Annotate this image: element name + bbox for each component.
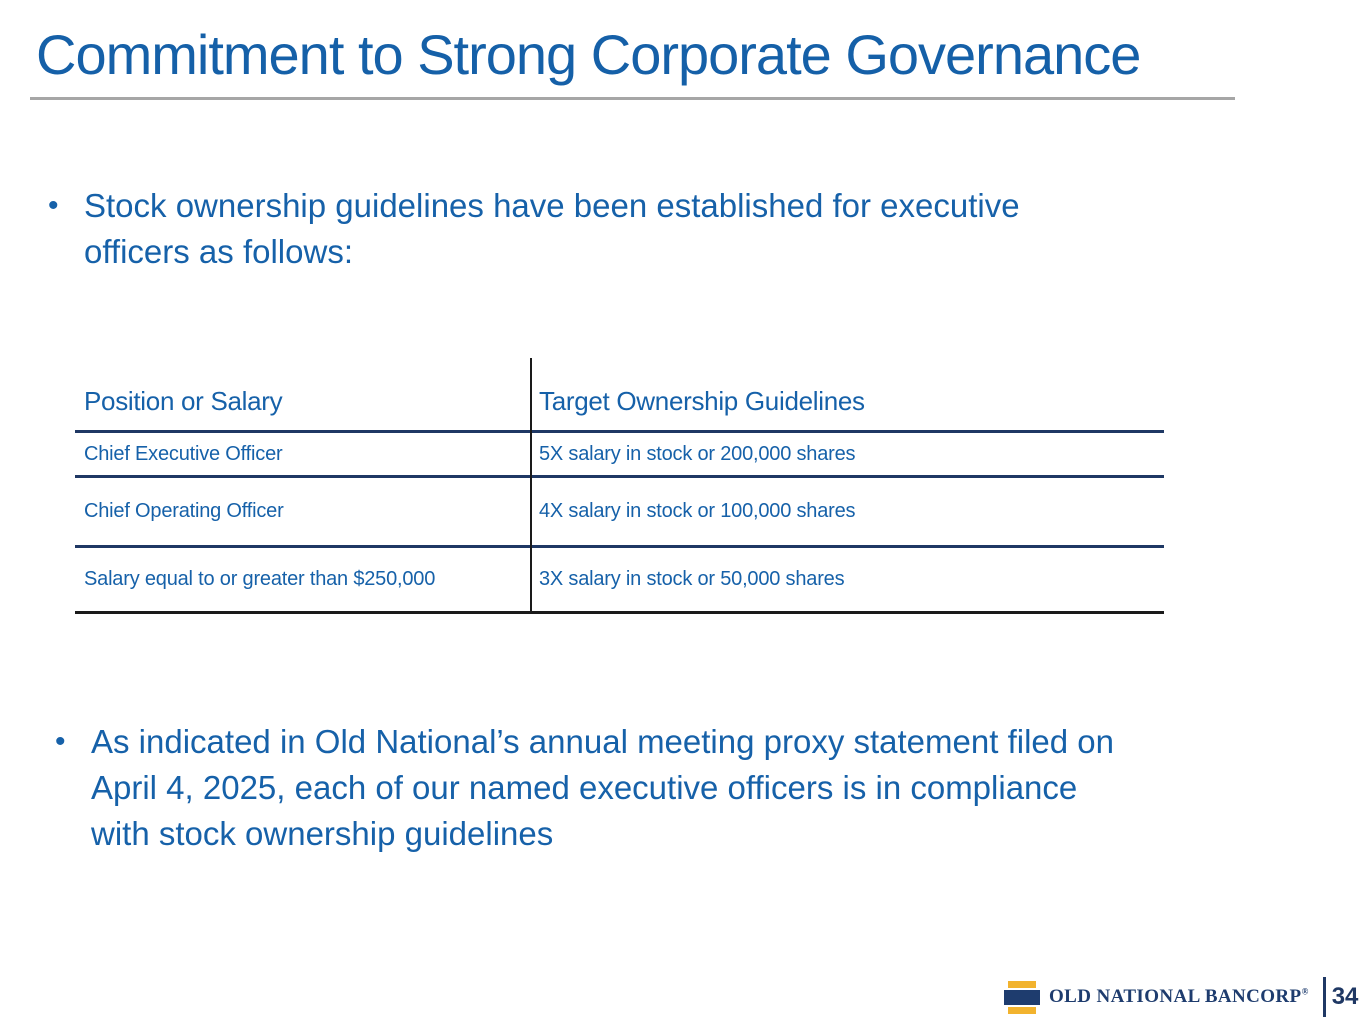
bullet-line: Stock ownership guidelines have been est… [84,187,1020,224]
table-row: Salary equal to or greater than $250,000… [75,548,1164,614]
bullet-line: with stock ownership guidelines [91,815,554,852]
bullet-line: As indicated in Old National’s annual me… [91,723,1114,760]
cell-guideline: 3X salary in stock or 50,000 shares [539,568,845,590]
cell-position: Chief Operating Officer [84,500,284,522]
bullet-line: April 4, 2025, each of our named executi… [91,769,1078,806]
cell-guideline: 5X salary in stock or 200,000 shares [539,442,856,465]
cell-position: Salary equal to or greater than $250,000 [84,568,436,590]
table-row: Chief Operating Officer 4X salary in sto… [75,478,1164,548]
table-row: Chief Executive Officer 5X salary in sto… [75,433,1164,478]
bullet-line: officers as follows: [84,233,353,270]
logo-navy-square [1004,989,1040,1005]
cell-guideline: 4X salary in stock or 100,000 shares [539,500,856,522]
page-number-separator [1322,977,1326,1017]
bullet-icon: • [55,725,66,758]
column-header-position: Position or Salary [84,385,283,416]
table-header-row: Position or Salary Target Ownership Guid… [75,358,1164,433]
logo-wordmark-text: OLD NATIONAL BANCORP [1049,986,1302,1007]
ownership-guidelines-table: Position or Salary Target Ownership Guid… [75,358,1164,614]
old-national-bancorp-logo-icon [1004,980,1040,1014]
bullet-stock-ownership-text: Stock ownership guidelines have been est… [84,183,1020,275]
logo-gold-bar-bottom [1008,1006,1036,1014]
page-title: Commitment to Strong Corporate Governanc… [36,23,1141,86]
bullet-icon: • [48,189,59,222]
cell-position: Chief Executive Officer [84,442,283,465]
column-header-guidelines: Target Ownership Guidelines [539,385,865,416]
bullet-proxy-compliance: • As indicated in Old National’s annual … [55,719,1114,857]
logo-wordmark: OLD NATIONAL BANCORP® [1049,986,1309,1008]
title-divider-rule [30,97,1235,100]
bullet-proxy-compliance-text: As indicated in Old National’s annual me… [91,719,1114,857]
footer: OLD NATIONAL BANCORP® 34 [1004,977,1358,1017]
bullet-stock-ownership: • Stock ownership guidelines have been e… [48,183,1020,275]
page-number: 34 [1331,983,1359,1010]
table-column-divider [530,358,532,614]
registered-trademark-symbol: ® [1301,986,1309,997]
logo-gold-bar-top [1008,980,1036,988]
